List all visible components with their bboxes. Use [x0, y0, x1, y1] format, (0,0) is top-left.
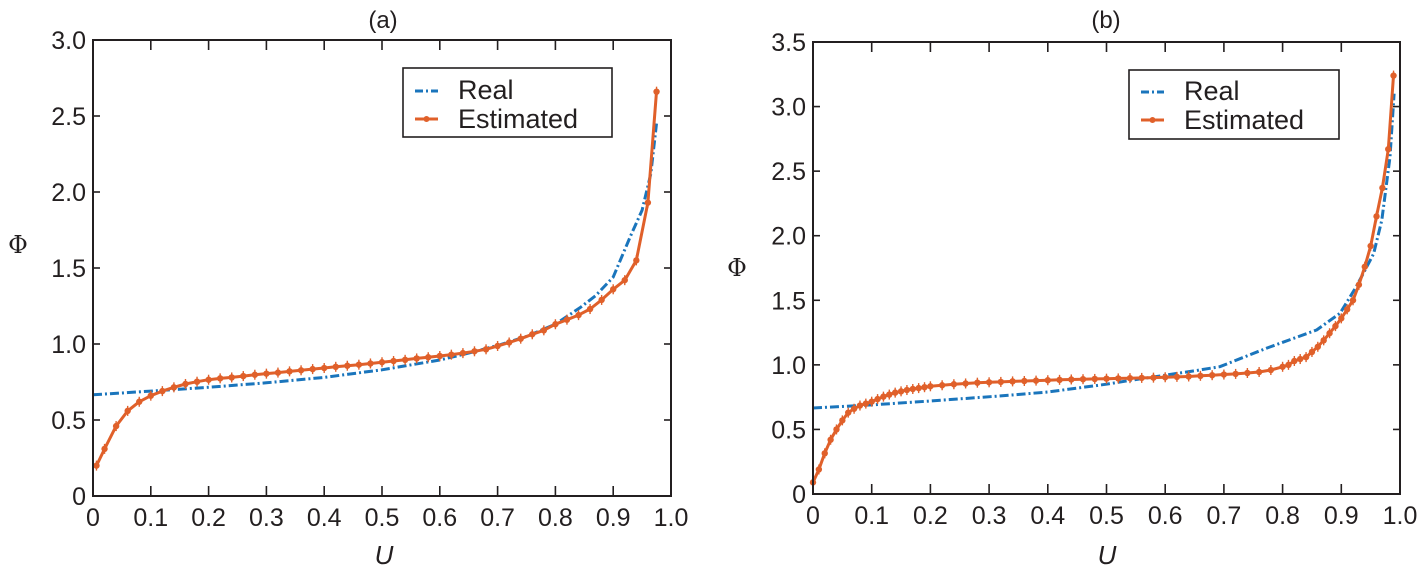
x-tick-label: 1.0 — [1383, 502, 1418, 530]
panel-a: (a) Φ U 0 0.1 0.2 0.3 0.4 0.5 0.6 0.7 0.8 0.9 1.00… — [8, 7, 688, 570]
legend-real-label: Real — [1184, 76, 1240, 106]
panel-a-frame — [92, 39, 672, 497]
x-tick-label: 0.7 — [480, 504, 515, 532]
panel-a-ylabel: Φ — [8, 231, 28, 259]
x-tick-label: 0.4 — [1030, 502, 1065, 530]
x-tick-label: 0.8 — [538, 504, 573, 532]
panel-b-ticks: 0 0.1 0.2 0.3 0.4 0.5 0.6 0.7 0.8 0.9 1.0 0 0.5 1.0 1.… — [771, 29, 1417, 530]
series-line-real — [812, 93, 1396, 410]
series-line-real — [92, 123, 658, 397]
legend-estimated-label: Estimated — [458, 104, 578, 134]
y-tick-label: 2.0 — [771, 223, 806, 251]
y-tick-label: 1.0 — [771, 352, 806, 380]
panel-a-ticks: 0 0.1 0.2 0.3 0.4 0.5 0.6 0.7 0.8 0.9 1.0 0 0.5 1.0 1.… — [51, 27, 688, 532]
x-tick-label: 0.9 — [596, 504, 631, 532]
y-tick-label: 3.5 — [771, 29, 806, 57]
panel-a-series — [92, 86, 660, 471]
x-tick-label: 0.7 — [1207, 502, 1242, 530]
legend-box — [1128, 69, 1340, 140]
x-tick-label: 0.3 — [972, 502, 1007, 530]
panel-a-title: (a) — [368, 7, 397, 34]
legend-box — [402, 67, 613, 138]
legend-estimated-marker — [1149, 117, 1156, 123]
x-tick-label: 0 — [806, 502, 820, 530]
x-tick-label: 0.1 — [854, 502, 889, 530]
y-tick-label: 2.5 — [771, 158, 806, 186]
x-tick-label: 0.2 — [191, 504, 226, 532]
y-tick-label: 0 — [792, 481, 806, 509]
x-tick-label: 0 — [86, 504, 100, 532]
series-line-estimated — [95, 91, 658, 467]
panel-a-legend: Real Estimated — [402, 67, 613, 138]
panel-b-ylabel: Φ — [727, 254, 747, 282]
y-tick-label: 3.0 — [51, 27, 86, 55]
panel-b: (b) Φ U 0 0.1 0.2 0.3 0.4 0.5 0.6 0.7 0.8 0.9 1.00… — [727, 7, 1417, 570]
x-tick-label: 0.8 — [1265, 502, 1300, 530]
x-tick-label: 0.9 — [1324, 502, 1359, 530]
panel-b-frame — [812, 41, 1401, 495]
y-tick-label: 2.0 — [51, 179, 86, 207]
x-tick-label: 0.6 — [422, 504, 457, 532]
panel-b-legend: Real Estimated — [1128, 69, 1340, 140]
x-tick-label: 0.6 — [1148, 502, 1183, 530]
x-tick-label: 0.1 — [133, 504, 168, 532]
legend-estimated-label: Estimated — [1184, 105, 1304, 135]
y-tick-label: 2.5 — [51, 103, 86, 131]
panel-b-title: (b) — [1091, 7, 1120, 34]
panel-b-series — [809, 70, 1397, 488]
y-tick-label: 1.5 — [771, 287, 806, 315]
y-tick-label: 1.5 — [51, 255, 86, 283]
x-tick-label: 1.0 — [654, 504, 689, 532]
y-tick-label: 1.0 — [51, 331, 86, 359]
x-tick-label: 0.2 — [913, 502, 948, 530]
x-tick-label: 0.5 — [365, 504, 400, 532]
panel-a-xlabel: U — [375, 540, 394, 570]
panel-b-xlabel: U — [1098, 540, 1117, 570]
legend-real-label: Real — [458, 75, 514, 105]
x-tick-label: 0.5 — [1089, 502, 1124, 530]
y-tick-label: 3.0 — [771, 94, 806, 122]
legend-estimated-marker — [423, 116, 430, 122]
x-tick-label: 0.3 — [249, 504, 284, 532]
y-tick-label: 0 — [72, 483, 86, 511]
x-tick-label: 0.4 — [307, 504, 342, 532]
y-tick-label: 0.5 — [51, 407, 86, 435]
y-tick-label: 0.5 — [771, 416, 806, 444]
